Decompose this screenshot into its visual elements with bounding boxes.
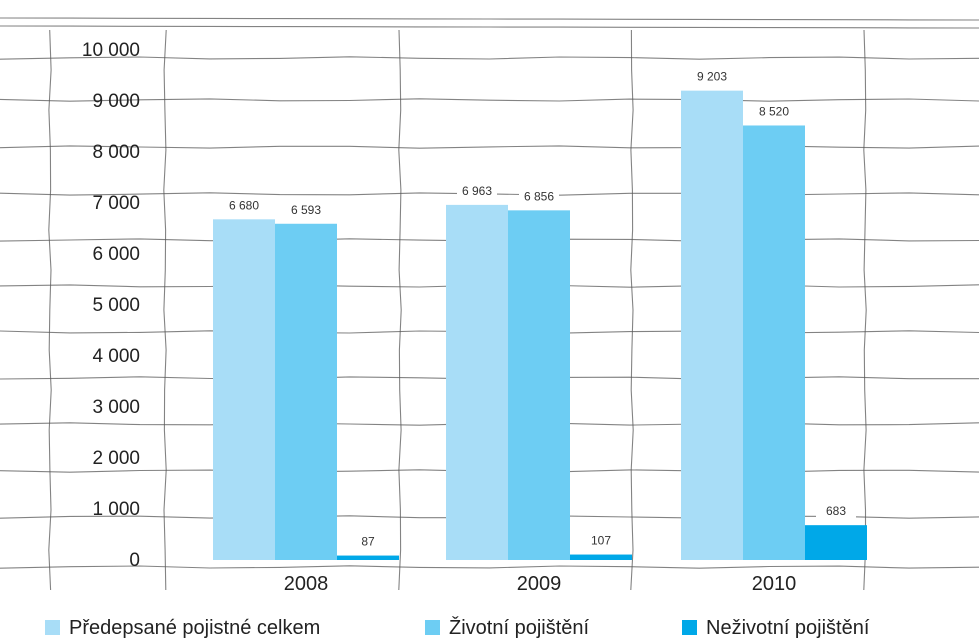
y-tick-label: 1 000 [92,499,140,520]
data-label: 683 [826,504,846,518]
data-label: 8 520 [759,104,789,118]
bar [508,210,570,560]
data-label-background [692,69,732,85]
data-label: 9 203 [697,70,727,84]
gridline-horizontal [0,17,979,21]
data-label: 6 856 [524,189,554,203]
y-tick-label: 9 000 [92,91,140,112]
data-label-background [581,533,621,549]
gridline-vertical [863,29,867,591]
legend: Předepsané pojistné celkem Životní pojišt… [45,616,870,639]
data-label: 107 [591,534,611,548]
data-label-background [754,104,794,120]
bar [213,219,275,560]
gridline-vertical [398,29,402,591]
bar [681,90,743,560]
x-tick-label: 2008 [284,573,329,595]
legend-label: Předepsané pojistné celkem [69,617,320,639]
data-label: 6 963 [462,184,492,198]
y-tick-label: 7 000 [92,193,140,214]
gridline-vertical [163,29,167,591]
bar [275,223,337,560]
y-tick-label: 5 000 [92,295,140,316]
data-label: 87 [361,535,375,549]
x-axis: 2008 2009 2010 [284,573,797,595]
y-tick-label: 3 000 [92,397,140,418]
bar [446,204,508,560]
data-label-background [519,189,559,205]
legend-item: Životní pojištění [425,616,590,639]
gridline-vertical [630,29,634,591]
y-tick-label: 4 000 [92,346,140,367]
data-label-background [224,198,264,214]
legend-swatch [425,620,440,635]
gridline-horizontal [0,145,979,149]
legend-item: Předepsané pojistné celkem [45,617,320,639]
data-label-background [348,534,388,550]
gridline-vertical [48,29,52,591]
bars [213,90,867,560]
data-label: 6 593 [291,203,321,217]
legend-label: Neživotní pojištění [706,617,870,639]
data-label-background [816,504,856,520]
gridline-horizontal [0,56,979,60]
data-label: 6 680 [229,198,259,212]
y-tick-label: 2 000 [92,448,140,469]
data-label-background [457,183,497,199]
data-label-background [286,202,326,218]
y-tick-label: 6 000 [92,244,140,265]
bar [337,555,399,560]
bar [805,525,867,560]
y-tick-label: 0 [129,550,140,571]
gridline-horizontal [0,565,979,569]
y-tick-label: 8 000 [92,142,140,163]
y-axis: 0 1 000 2 000 3 000 4 000 5 000 6 000 7 000 8 00… [82,40,140,571]
bar [743,125,805,560]
gridline-horizontal [0,98,979,102]
bar [570,554,632,560]
legend-swatch [45,620,60,635]
y-tick-label: 10 000 [82,40,140,61]
gridline-horizontal [0,25,979,29]
data-labels: 6 680 6 593 87 6 963 6 856 107 9 203 8 520 683 [224,69,856,550]
legend-item: Neživotní pojištění [682,617,870,639]
x-tick-label: 2009 [517,573,562,595]
legend-label: Životní pojištění [449,616,590,639]
x-tick-label: 2010 [752,573,797,595]
legend-swatch [682,620,697,635]
